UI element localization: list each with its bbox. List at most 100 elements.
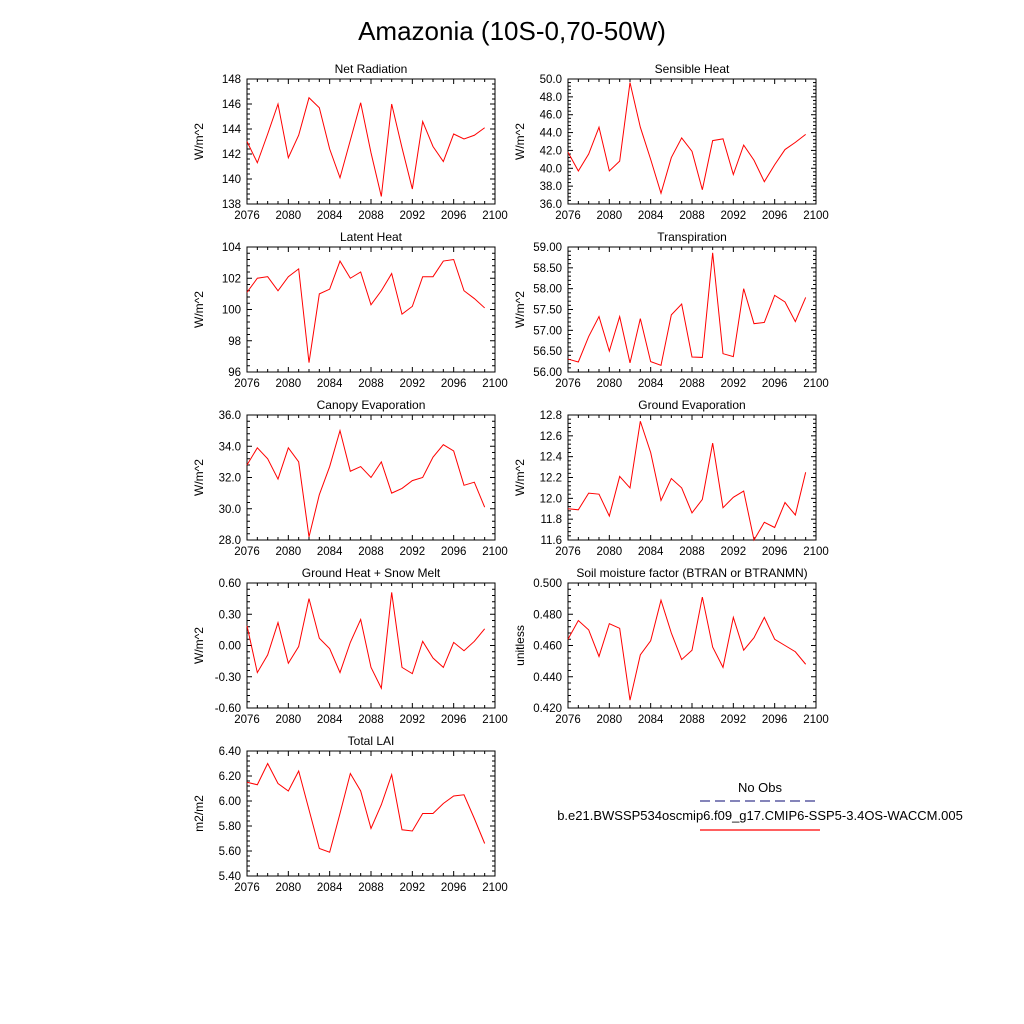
y-tick-label: 6.40 [219,746,241,758]
y-tick-label: 57.50 [533,305,562,317]
y-tick-label: 6.00 [219,796,241,808]
x-tick-label: 2084 [638,210,664,222]
y-axis-label: W/m^2 [192,627,206,664]
x-tick-label: 2084 [317,714,343,726]
y-tick-label: 0.440 [533,672,562,684]
x-tick-label: 2092 [721,714,747,726]
legend-label-model: b.e21.BWSSP534oscmip6.f09_g17.CMIP6-SSP5… [557,808,963,823]
chart-panel: Total LAI 2076 2080 2084 2088 2092 2096 2100 5.4… [192,734,508,894]
x-tick-label: 2080 [276,546,302,558]
series-line [246,428,486,537]
x-tick-label: 2084 [317,378,343,390]
panel-title: Ground Evaporation [638,398,745,412]
y-tick-label: 104 [222,242,242,254]
x-tick-label: 2100 [482,714,508,726]
x-tick-label: 2080 [597,714,623,726]
page-title: Amazonia (10S-0,70-50W) [358,16,666,46]
y-tick-label: 36.0 [540,199,562,211]
chart-panel: Sensible Heat 2076 2080 2084 2088 2092 2096 210… [513,62,829,222]
x-tick-label: 2100 [803,714,829,726]
y-tick-label: 11.8 [540,514,562,526]
x-tick-label: 2096 [441,210,467,222]
x-tick-label: 2100 [803,210,829,222]
x-tick-label: 2100 [482,882,508,894]
y-tick-label: 58.00 [533,284,562,296]
y-tick-label: 42.0 [540,145,562,157]
legend: No Obs b.e21.BWSSP534oscmip6.f09_g17.CMI… [557,780,963,831]
panel-title: Total LAI [348,734,395,748]
x-tick-label: 2100 [482,378,508,390]
y-tick-label: 56.00 [533,367,562,379]
x-tick-label: 2076 [234,210,260,222]
y-tick-label: 0.420 [533,703,562,715]
chart-panels: Net Radiation 2076 2080 2084 2088 2092 2096 210… [192,62,829,894]
x-tick-label: 2092 [400,714,426,726]
x-tick-label: 2076 [234,882,260,894]
y-axis-label: W/m^2 [513,123,527,160]
x-tick-label: 2088 [679,378,705,390]
y-tick-label: 58.50 [533,263,562,275]
x-tick-label: 2096 [441,882,467,894]
y-axis-label: unitless [513,625,527,666]
x-tick-label: 2080 [276,714,302,726]
panel-title: Soil moisture factor (BTRAN or BTRANMN) [576,566,807,580]
y-axis-label: W/m^2 [192,459,206,496]
x-tick-label: 2084 [638,378,664,390]
x-tick-label: 2096 [762,714,788,726]
series-line [567,82,806,196]
x-tick-label: 2076 [555,546,581,558]
x-tick-label: 2092 [400,882,426,894]
x-tick-label: 2088 [358,546,384,558]
panel-title: Latent Heat [340,230,403,244]
y-tick-label: 59.00 [533,242,562,254]
y-tick-label: 40.0 [540,163,562,175]
y-tick-label: 38.0 [540,181,562,193]
x-tick-label: 2088 [358,378,384,390]
x-tick-label: 2076 [234,378,260,390]
y-tick-label: 11.6 [540,535,562,547]
x-tick-label: 2100 [803,378,829,390]
chart-panel: Canopy Evaporation 2076 2080 2084 2088 2092 20… [192,398,508,558]
x-tick-label: 2088 [679,546,705,558]
y-tick-label: 142 [222,149,241,161]
y-tick-label: 12.8 [540,410,562,422]
chart-panel: Ground Heat + Snow Melt 2076 2080 2084 2088 2… [192,566,508,726]
y-tick-label: 100 [222,305,241,317]
y-tick-label: 12.4 [540,452,563,464]
x-tick-label: 2092 [721,210,747,222]
y-tick-label: 5.80 [219,821,241,833]
plot-frame [246,246,496,373]
x-tick-label: 2088 [358,714,384,726]
y-tick-label: 5.60 [219,846,241,858]
plot-frame [567,78,817,205]
x-tick-label: 2080 [276,210,302,222]
y-tick-label: -0.60 [215,703,241,715]
y-axis-label: W/m^2 [513,291,527,328]
y-tick-label: 12.2 [540,473,562,485]
x-tick-label: 2100 [803,546,829,558]
y-tick-label: 146 [222,99,241,111]
y-tick-label: 28.0 [219,535,241,547]
panel-title: Sensible Heat [655,62,730,76]
y-tick-label: 0.60 [219,578,241,590]
x-tick-label: 2092 [721,546,747,558]
x-tick-label: 2096 [762,378,788,390]
plot-frame [567,414,817,541]
y-tick-label: 34.0 [219,441,241,453]
y-tick-label: 0.00 [219,641,241,653]
y-tick-label: 6.20 [219,771,241,783]
y-axis-label: W/m^2 [192,123,206,160]
y-tick-label: 96 [228,367,241,379]
y-tick-label: 102 [222,273,241,285]
x-tick-label: 2084 [638,546,664,558]
plot-frame [246,78,496,205]
y-tick-label: 32.0 [219,473,241,485]
y-tick-label: 48.0 [540,92,562,104]
x-tick-label: 2080 [276,378,302,390]
x-tick-label: 2084 [317,210,343,222]
y-tick-label: 12.0 [540,493,562,505]
y-tick-label: 98 [228,336,241,348]
panel-title: Transpiration [657,230,727,244]
series-line [246,258,486,363]
